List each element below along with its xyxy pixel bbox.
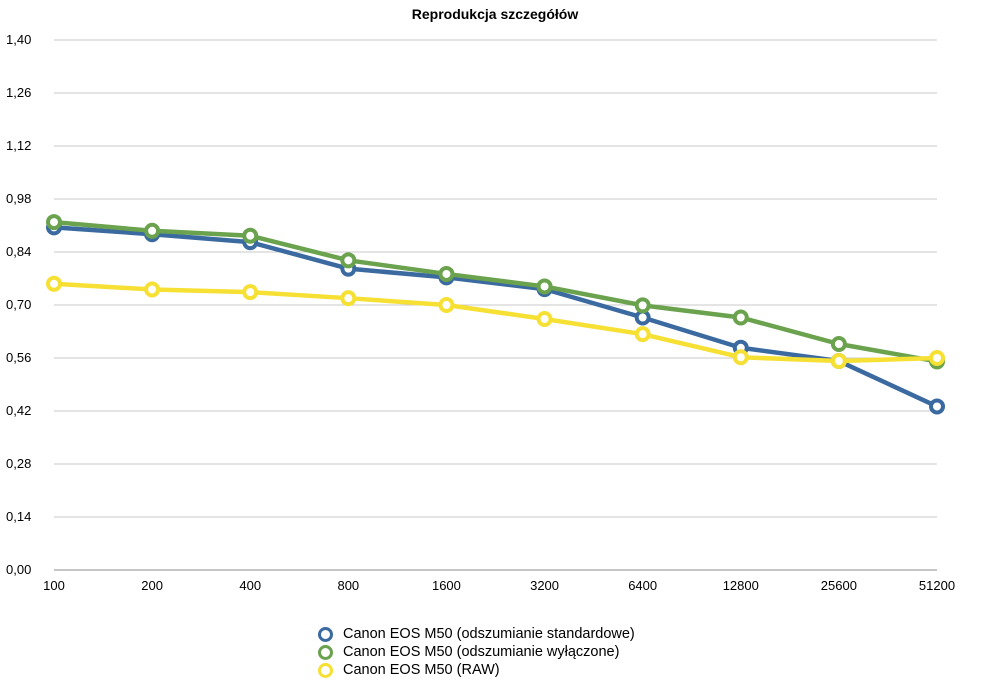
legend-marker-icon (318, 662, 333, 678)
data-point (929, 398, 945, 415)
legend-item: Canon EOS M50 (RAW) (318, 661, 635, 679)
legend: Canon EOS M50 (odszumianie standardowe) C… (318, 625, 635, 679)
data-point (536, 278, 553, 295)
data-point (242, 227, 259, 244)
y-tick-label: 0,42 (6, 403, 31, 418)
data-point (634, 326, 651, 343)
y-tick-label: 0,28 (6, 456, 31, 471)
y-tick-label: 0,84 (6, 244, 31, 259)
y-tick-label: 0,56 (6, 350, 31, 365)
legend-label: Canon EOS M50 (odszumianie standardowe) (343, 626, 635, 642)
x-tick-label: 12800 (723, 578, 759, 593)
y-tick-label: 0,00 (6, 562, 31, 577)
data-point (830, 335, 847, 352)
x-tick-label: 800 (337, 578, 359, 593)
x-tick-label: 100 (43, 578, 65, 593)
data-point (634, 297, 651, 314)
series-line (51, 225, 940, 409)
x-tick-label: 25600 (821, 578, 857, 593)
x-tick-label: 51200 (919, 578, 955, 593)
x-tick-label: 1600 (432, 578, 461, 593)
gridlines (54, 39, 937, 571)
data-point (732, 349, 749, 366)
y-tick-label: 1,26 (6, 85, 31, 100)
series-line (51, 219, 940, 364)
y-tick-label: 0,14 (6, 509, 31, 524)
y-axis: 0,00 0,14 0,28 0,42 0,56 0,70 0,84 0,98 1,12 1,26… (6, 32, 31, 577)
legend-label: Canon EOS M50 (RAW) (343, 662, 500, 678)
data-point (242, 284, 259, 301)
data-point (46, 214, 62, 231)
data-point (438, 297, 455, 313)
y-tick-label: 0,98 (6, 191, 31, 206)
data-point (732, 309, 749, 326)
legend-marker-icon (318, 644, 333, 660)
data-point (830, 353, 847, 370)
data-point (438, 265, 455, 282)
x-tick-label: 6400 (628, 578, 657, 593)
y-tick-label: 1,40 (6, 32, 31, 47)
data-point (340, 252, 357, 269)
legend-item: Canon EOS M50 (odszumianie standardowe) (318, 625, 635, 643)
legend-item: Canon EOS M50 (odszumianie wyłączone) (318, 643, 635, 661)
x-tick-label: 200 (141, 578, 163, 593)
line-chart: 0,00 0,14 0,28 0,42 0,56 0,70 0,84 0,98 1,12 1,26… (6, 32, 955, 593)
chart-title: Reprodukcja szczegółów (411, 6, 579, 22)
series-3 (46, 275, 945, 370)
y-tick-label: 0,70 (6, 297, 31, 312)
series-lines (46, 214, 945, 415)
data-point (144, 222, 161, 239)
x-axis: 100 200 400 800 1600 3200 6400 12800 25600 51200 (43, 578, 955, 593)
y-tick-label: 1,12 (6, 138, 31, 153)
data-point (929, 350, 945, 366)
series-line (51, 281, 940, 364)
series-1 (46, 219, 945, 415)
x-tick-label: 3200 (530, 578, 559, 593)
legend-marker-icon (318, 626, 333, 642)
data-point (340, 290, 357, 307)
data-point (536, 311, 553, 328)
x-tick-label: 400 (239, 578, 261, 593)
data-point (144, 281, 161, 298)
legend-label: Canon EOS M50 (odszumianie wyłączone) (343, 644, 620, 660)
data-point (46, 275, 62, 292)
